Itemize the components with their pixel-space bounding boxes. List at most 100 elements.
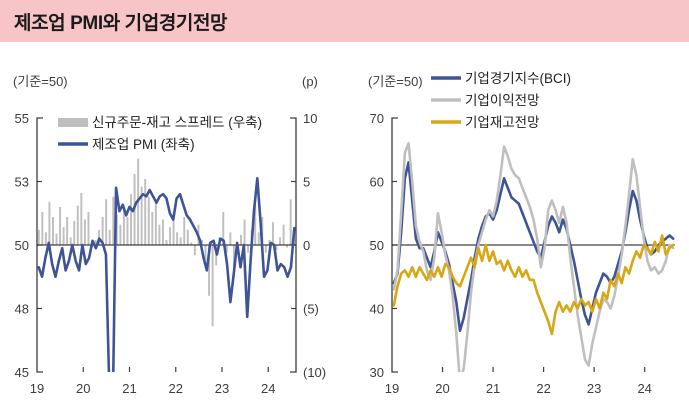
bar	[83, 219, 86, 245]
bar	[275, 245, 278, 251]
bar	[257, 232, 260, 245]
bar	[179, 237, 182, 245]
bar	[122, 206, 125, 245]
bar	[201, 239, 203, 245]
bar	[165, 239, 168, 245]
bar	[101, 217, 104, 245]
bar	[193, 245, 196, 256]
bar	[130, 194, 132, 245]
legend-label: 제조업 PMI (좌축)	[92, 137, 195, 152]
x-tick-label: 19	[385, 381, 399, 396]
x-tick-label: 24	[637, 381, 651, 396]
y-tick-label-left: 30	[370, 365, 384, 380]
bar	[279, 237, 282, 245]
bar	[44, 232, 47, 245]
data-line	[392, 142, 675, 372]
y-tick-label-right: 0	[303, 238, 310, 253]
bar	[126, 217, 129, 245]
page-title: 제조업 PMI와 기업경기전망	[14, 13, 228, 34]
left-axis-unit: (기준=50)	[13, 74, 68, 89]
x-tick-label: 22	[536, 381, 550, 396]
bar	[229, 232, 232, 245]
chart-panel-left: (기준=50) (p) 55 53 50 48 45 10 5 0 (5) (10) 19 20 21 22 2…	[0, 42, 344, 415]
legend-label: 신규주문-재고 스프레드 (우축)	[92, 115, 262, 130]
bar	[204, 245, 207, 261]
bar	[119, 224, 122, 245]
bar	[254, 204, 257, 245]
bar	[286, 245, 289, 248]
bar	[59, 206, 62, 245]
data-line	[37, 177, 296, 372]
bar	[112, 196, 115, 245]
legend-swatch	[58, 118, 88, 127]
bar	[176, 232, 179, 245]
bar	[172, 211, 175, 245]
x-tick-label: 20	[435, 381, 449, 396]
legend-label: 기업재고전망	[465, 115, 540, 130]
bar	[147, 196, 150, 245]
bar	[105, 199, 108, 245]
bar	[73, 220, 76, 245]
bar	[66, 217, 69, 245]
x-tick-label: 24	[261, 381, 275, 396]
bar	[41, 211, 44, 245]
bar	[232, 245, 235, 268]
bar	[80, 192, 83, 245]
bar	[211, 245, 214, 327]
x-tick-label: 22	[169, 381, 183, 396]
x-tick-label: 23	[587, 381, 601, 396]
bar	[55, 233, 58, 245]
y-tick-label-left: 55	[15, 111, 29, 126]
y-tick-label-left: 45	[15, 365, 29, 380]
y-tick-label-right: (5)	[303, 302, 319, 317]
bar	[222, 211, 225, 245]
bar	[151, 211, 154, 245]
bar	[240, 234, 242, 245]
bar	[268, 239, 271, 245]
right-axis-unit: (p)	[302, 74, 318, 89]
bar	[62, 227, 65, 245]
bar	[289, 199, 292, 245]
data-line	[392, 234, 675, 336]
legend: 신규주문-재고 스프레드 (우축) 제조업 PMI (좌축)	[58, 115, 262, 152]
bar	[87, 211, 90, 245]
title-band: 제조업 PMI와 기업경기전망	[0, 0, 689, 42]
y-tick-label-right: (10)	[303, 365, 326, 380]
legend-label: 기업경기지수(BCI)	[465, 71, 571, 86]
bar	[183, 217, 186, 245]
y-tick-label-left: 70	[370, 111, 384, 126]
x-tick-label: 20	[76, 381, 90, 396]
bar	[158, 224, 161, 245]
bar	[190, 242, 193, 245]
x-tick-label: 23	[215, 381, 229, 396]
bar	[208, 245, 211, 296]
x-tick-label: 21	[122, 381, 136, 396]
bar	[144, 178, 147, 245]
bar	[225, 245, 228, 253]
bar	[243, 219, 246, 245]
bar	[76, 205, 79, 245]
y-tick-label-right: 5	[303, 175, 310, 190]
bar	[271, 222, 274, 245]
y-tick-label-right: 10	[303, 111, 317, 126]
bar	[115, 214, 118, 245]
bar	[154, 201, 157, 245]
y-tick-label-left: 53	[15, 175, 29, 190]
bar	[161, 219, 164, 245]
y-tick-label-left: 50	[370, 238, 384, 253]
bar	[94, 239, 97, 245]
bar	[282, 224, 285, 245]
y-tick-label-left: 60	[370, 175, 384, 190]
bar	[108, 229, 111, 245]
bar	[247, 245, 250, 253]
x-tick-label: 21	[486, 381, 500, 396]
bar	[48, 201, 51, 245]
bar	[37, 229, 40, 245]
left-axis-unit: (기준=50)	[368, 74, 423, 89]
y-tick-label-left: 48	[15, 302, 29, 317]
bar	[186, 229, 189, 245]
